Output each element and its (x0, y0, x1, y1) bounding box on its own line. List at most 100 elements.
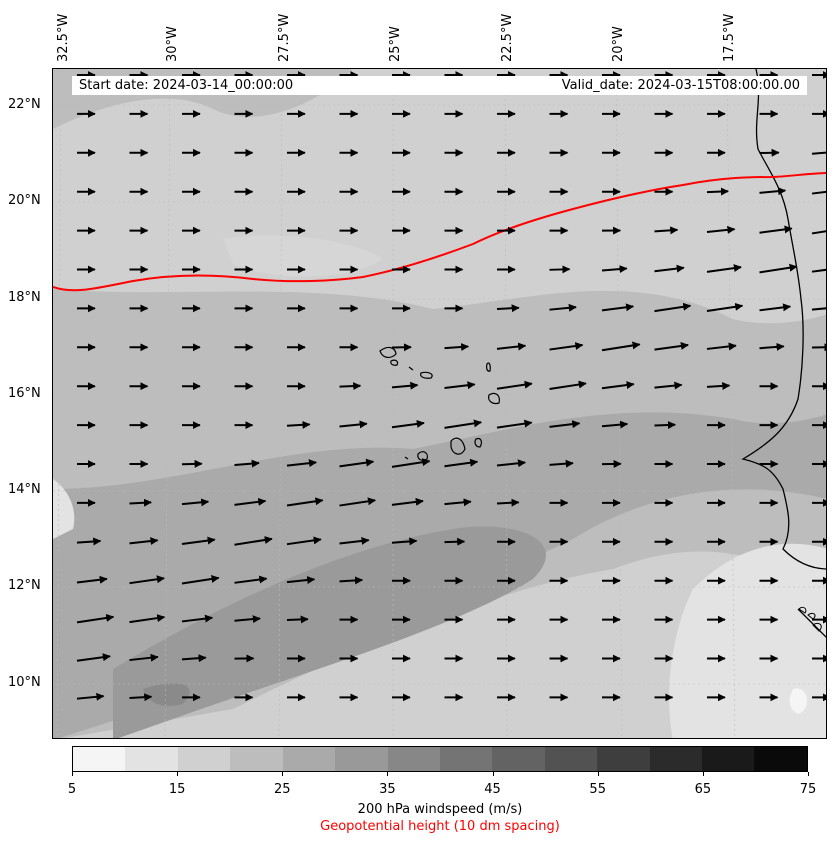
lat-label-16n: 16°N (8, 386, 41, 401)
wind-arrow (76, 613, 115, 624)
colorbar-tick-mark (808, 772, 809, 776)
colorbar-tick-mark (702, 772, 704, 776)
wind-arrow (181, 614, 214, 623)
wind-arrow (339, 382, 362, 391)
colorbar-tick-label: 35 (379, 782, 396, 797)
wind-arrow (234, 575, 268, 584)
colorbar-segment (230, 747, 283, 771)
geopotential-contour (53, 172, 826, 292)
colorbar-segment (754, 747, 807, 771)
wind-arrow (391, 381, 419, 390)
colorbar-tick-mark (72, 772, 73, 776)
wind-arrow (391, 458, 431, 468)
wind-arrow (811, 307, 826, 311)
wind-arrow (549, 380, 587, 390)
colorbar-label: 200 hPa windspeed (m/s) (357, 802, 523, 817)
wind-arrow (391, 419, 425, 429)
wind-arrow (811, 268, 826, 273)
wind-arrow (654, 341, 689, 351)
lat-label-10n: 10°N (8, 675, 41, 690)
wind-core (113, 526, 546, 738)
wind-arrow (444, 342, 470, 351)
lat-label-12n: 12°N (8, 578, 41, 593)
wind-core-max (143, 683, 190, 706)
wind-arrow (444, 381, 476, 390)
wind-arrow (706, 381, 731, 390)
windspeed-colorbar (72, 746, 808, 772)
colorbar-segment (544, 747, 598, 771)
wind-arrow (76, 537, 102, 546)
windspeed-map (53, 69, 826, 738)
colorbar-segment (439, 747, 493, 771)
wind-arrow (181, 575, 220, 585)
wind-arrow (444, 458, 479, 468)
wind-arrow (549, 342, 584, 351)
wind-arrow (444, 419, 482, 429)
lon-label-30w: 30°W (165, 26, 180, 62)
date-info-bar: Start date: 2024-03-14_00:00:00 Valid_da… (72, 76, 807, 95)
wind-arrow (601, 303, 635, 312)
wind-arrow (759, 303, 792, 312)
wind-arrow (129, 693, 153, 702)
wind-arrow (811, 151, 826, 155)
wind-arrow (234, 459, 260, 468)
colorbar-segment (335, 747, 388, 771)
lat-label-14n: 14°N (8, 482, 41, 497)
wind-arrow (76, 575, 108, 584)
wind-arrow (706, 302, 744, 313)
low-wind-southeast (669, 543, 826, 738)
wind-arrow (759, 225, 793, 234)
wind-arrow (339, 420, 368, 429)
colorbar-tick-mark (492, 772, 494, 776)
colorbar-tick-mark (387, 772, 389, 776)
wind-arrow (129, 537, 159, 546)
wind-arrow (286, 536, 322, 546)
wind-arrow (181, 498, 210, 507)
wind-arrow (76, 692, 105, 701)
colorbar-segment (387, 747, 440, 771)
wind-arrow (549, 303, 577, 312)
wind-arrow (811, 190, 826, 195)
wind-arrow (706, 187, 729, 196)
wind-arrow (496, 459, 526, 468)
colorbar-tick-label: 5 (67, 782, 77, 797)
wind-arrow (444, 498, 472, 507)
wind-arrow (339, 458, 375, 468)
lon-label-22-5w: 22.5°W (500, 13, 515, 62)
wind-arrow (339, 576, 364, 585)
wind-arrow (601, 265, 628, 274)
colorbar-segment (597, 747, 650, 771)
colorbar-tick-label: 15 (168, 782, 186, 797)
wind-arrow (706, 342, 737, 351)
wind-arrow (706, 264, 742, 273)
wind-arrow (286, 420, 311, 429)
wind-arrow (759, 187, 787, 196)
wind-arrow (234, 536, 273, 546)
geopotential-label: Geopotential height (10 dm spacing) (320, 819, 560, 834)
lat-label-20n: 20°N (8, 193, 41, 208)
cape-verde-islands (379, 346, 500, 461)
wind-arrow (811, 230, 826, 235)
colorbar-tick-label: 75 (799, 782, 817, 797)
wind-arrow (286, 615, 309, 624)
wind-arrow (496, 304, 520, 313)
colorbar-tick-mark (597, 772, 599, 776)
lon-label-27-5w: 27.5°W (277, 13, 292, 62)
wind-arrow (654, 381, 683, 390)
wind-vectors (76, 71, 826, 702)
wind-arrow (654, 264, 685, 273)
wind-arrow (286, 576, 316, 585)
wind-arrow (549, 265, 571, 274)
wind-arrow (181, 654, 207, 663)
wind-arrow (496, 380, 533, 390)
lowest-wind-patch (789, 688, 808, 714)
wind-arrow (391, 537, 418, 546)
colorbar-segment (282, 747, 336, 771)
colorbar-segment (649, 747, 703, 771)
colorbar-segment (492, 747, 545, 771)
wind-arrow (234, 497, 267, 506)
wind-arrow (759, 263, 798, 274)
wind-arrow (444, 537, 466, 546)
lon-label-20w: 20°W (611, 26, 626, 62)
wind-arrow (286, 497, 324, 507)
